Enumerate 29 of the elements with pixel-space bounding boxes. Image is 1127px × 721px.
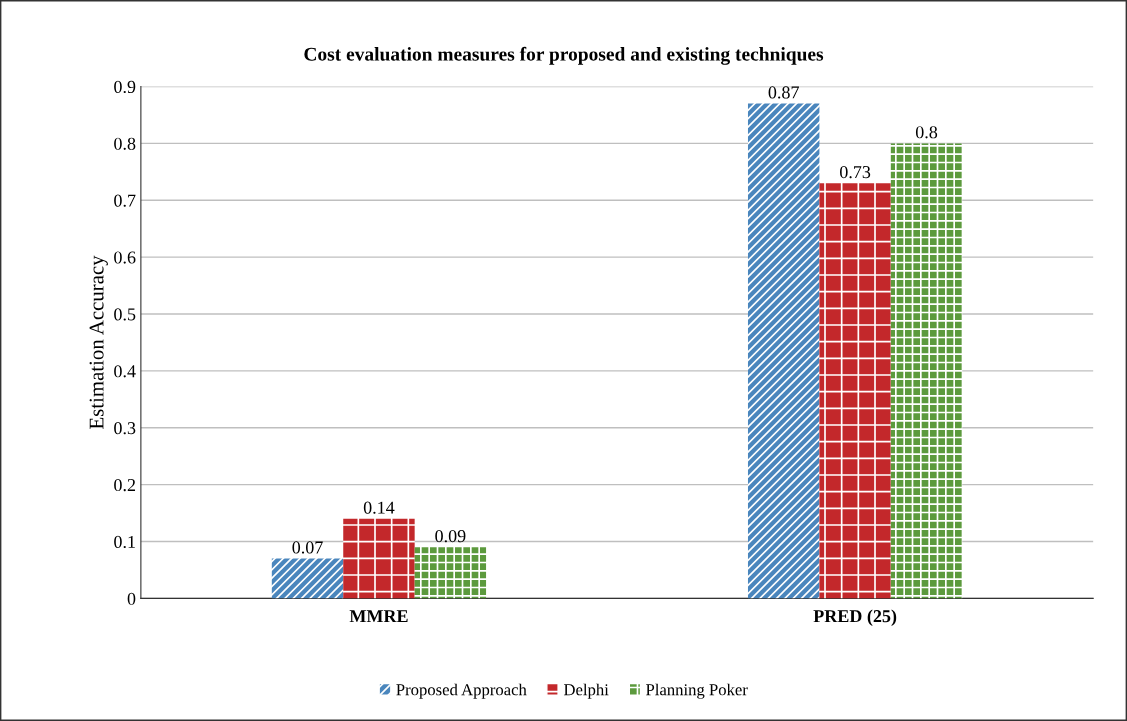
y-tick-label: 0.4 [114,365,136,378]
y-tick-label: 0 [127,592,136,605]
y-tick-label: 0.5 [114,308,136,321]
y-tick-label: 0.7 [114,194,136,207]
bar [271,558,344,599]
y-axis-title: Estimation Accuracy [89,255,108,429]
y-tick-label: 0.9 [114,80,136,94]
y-tick-label: 0.3 [114,422,136,435]
data-label: 0.73 [840,165,871,179]
bar [819,183,891,599]
legend-label: Planning Poker [646,683,748,699]
data-label: 0.07 [292,541,323,554]
y-tick-label: 0.8 [114,137,136,150]
x-tick-label: PRED (25) [813,609,897,626]
chart-title: Cost evaluation measures for proposed and existing techniques [304,46,824,65]
y-tick-label: 0.6 [114,251,136,264]
y-tick-label: 0.1 [114,535,135,549]
y-tick-label: 0.2 [114,478,136,492]
bar [890,143,963,599]
data-label: 0.14 [363,501,395,514]
bar [414,547,487,599]
data-label: 0.09 [435,530,466,543]
bar [343,518,415,599]
x-tick-label: MMRE [349,610,408,623]
legend-label: Delphi [563,683,609,699]
bar [747,103,820,599]
data-label: 0.87 [768,86,799,99]
legend-label: Proposed Approach [396,683,527,699]
data-label: 0.8 [915,126,938,139]
